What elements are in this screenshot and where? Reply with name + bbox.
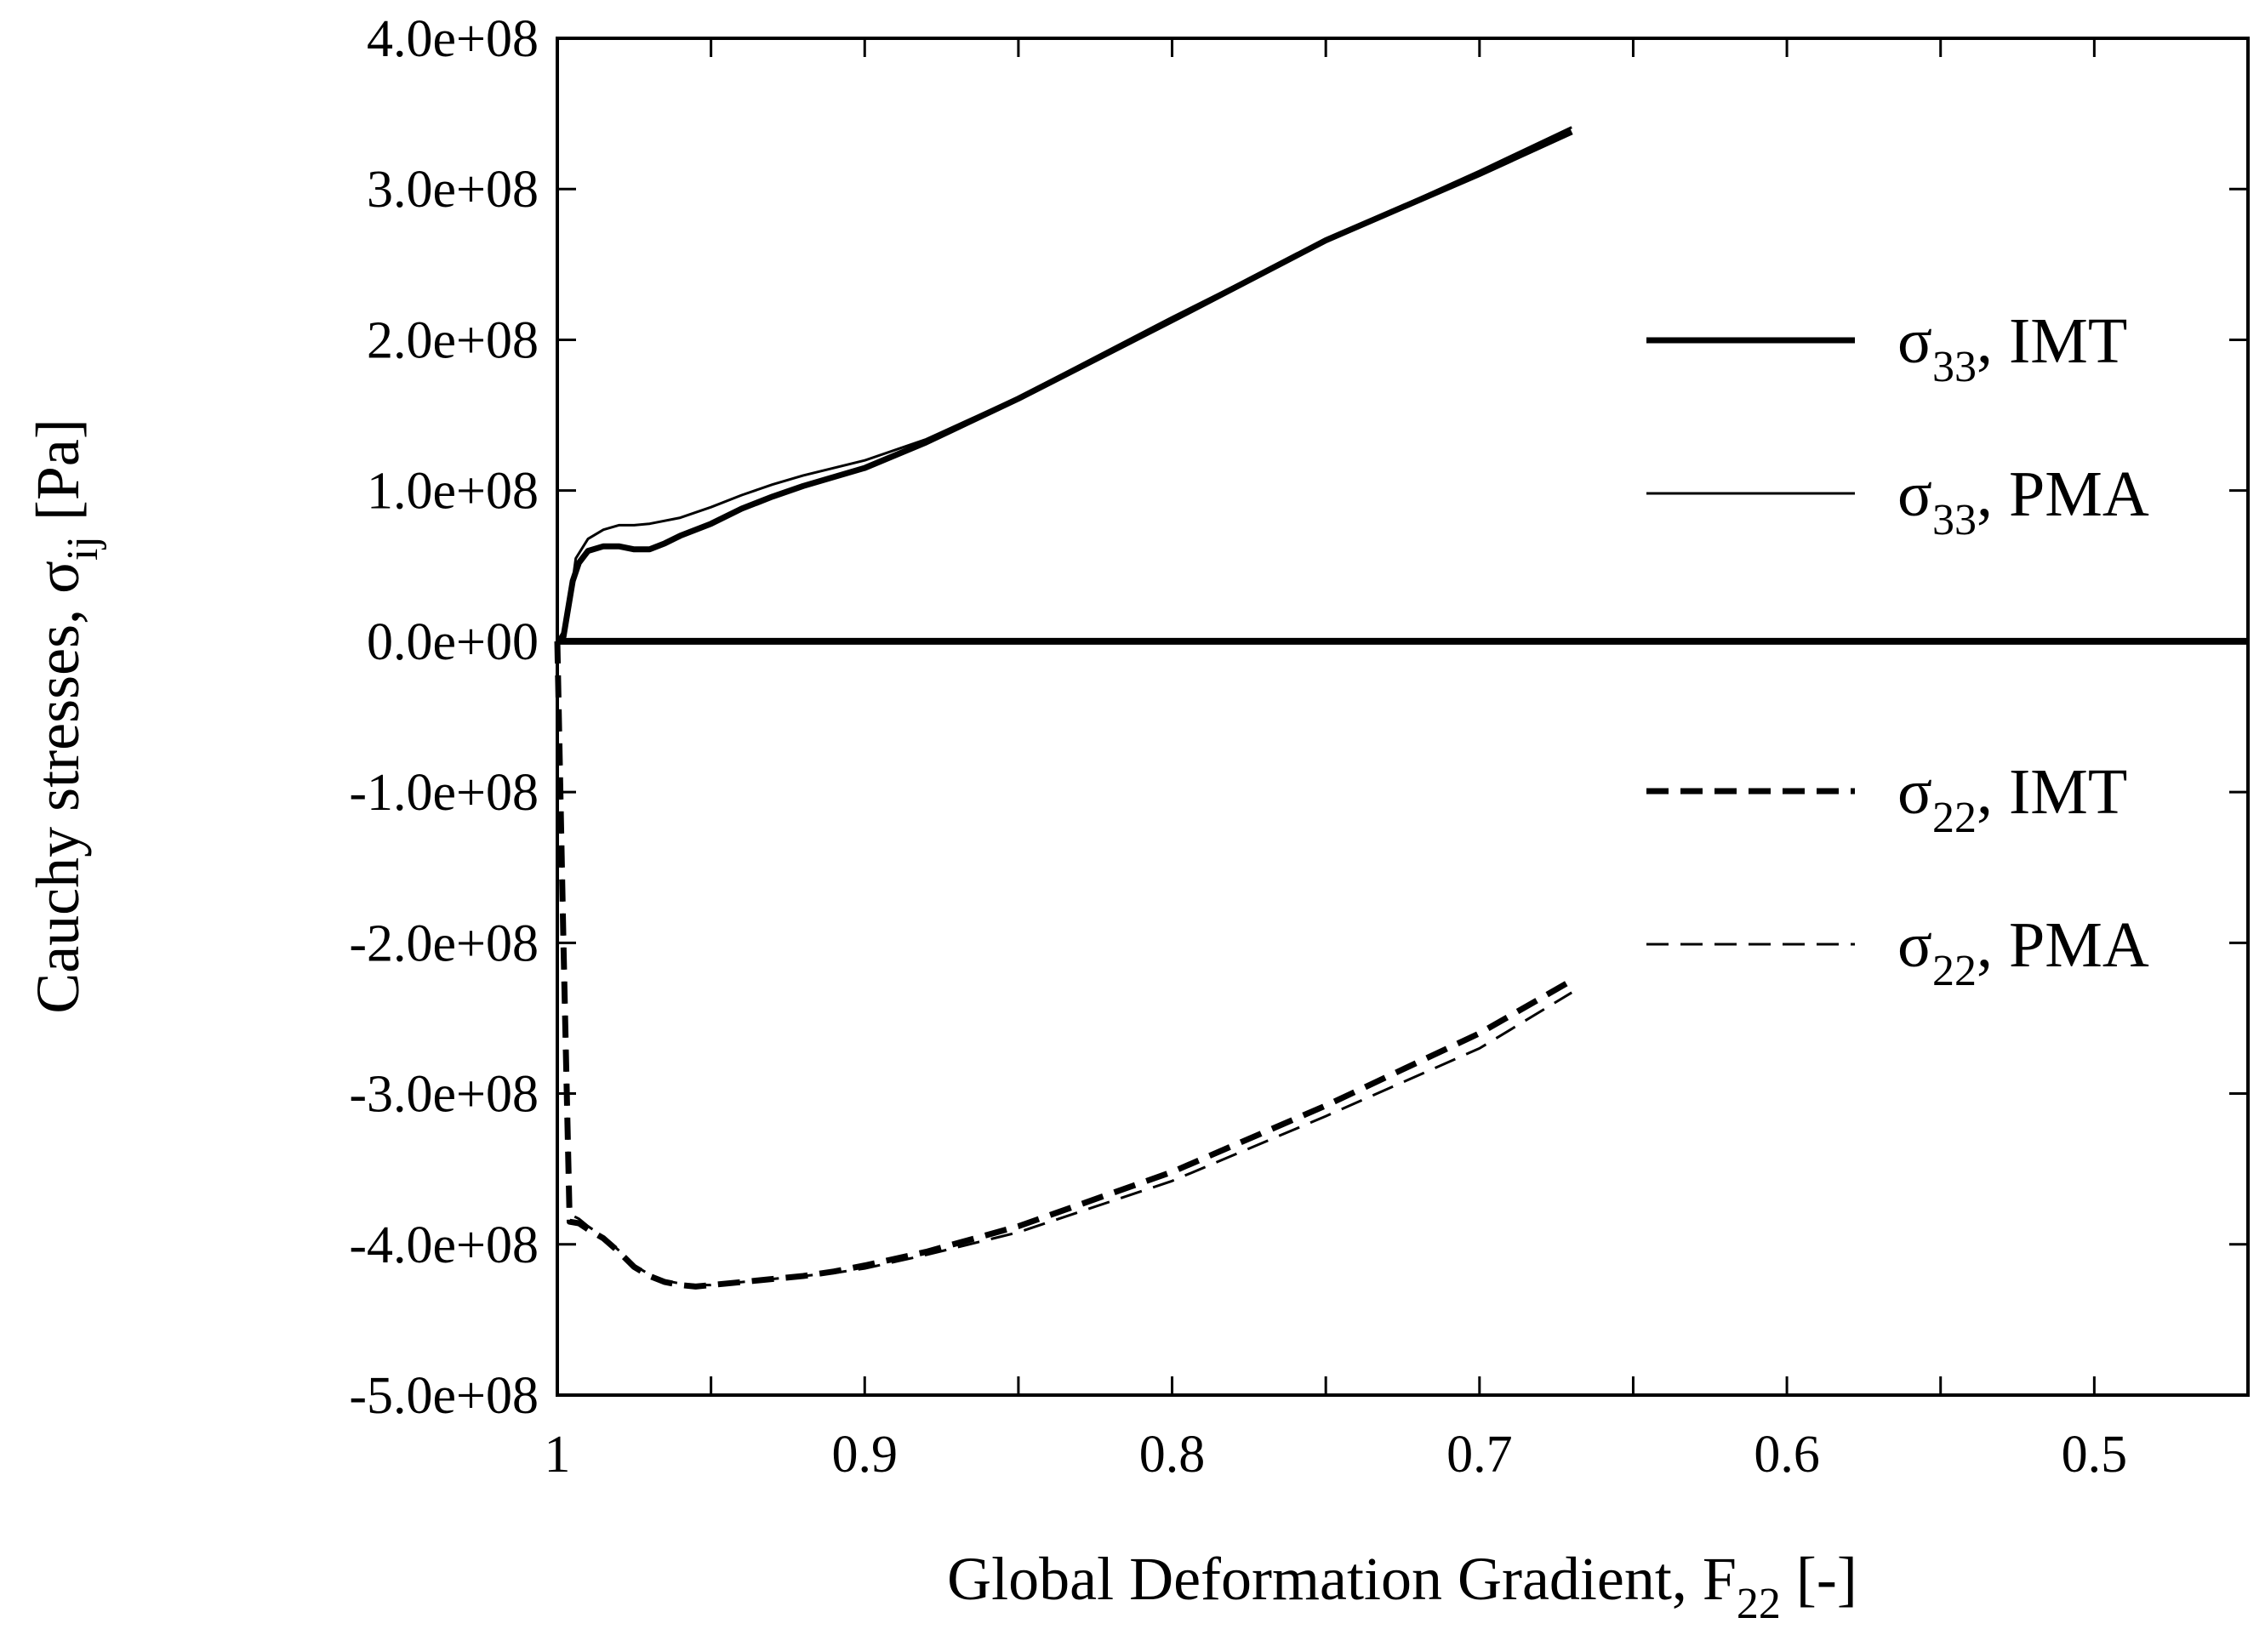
x-tick-label: 0.8	[1139, 1426, 1206, 1484]
legend-label-main: σ	[1897, 305, 1932, 377]
x-axis: 1 0.9 0.8 0.7 0.6 0.5	[545, 38, 2250, 1484]
legend-label: σ22, PMA	[1897, 909, 2149, 995]
series-line	[556, 126, 1572, 642]
y-axis: 4.0e+08 3.0e+08 2.0e+08 1.0e+08 0.0e+00 -1.0e…	[349, 10, 2248, 1425]
series-line	[555, 128, 1573, 644]
legend-label-suffix: , IMT	[1977, 305, 2127, 377]
x-tick-label: 0.5	[2062, 1426, 2128, 1484]
legend-label-subscript: 22	[1932, 947, 1977, 995]
y-tick-label: 3.0e+08	[367, 161, 539, 219]
series-layer	[554, 126, 1573, 1290]
y-axis-title: Cauchy stresses, σij [Pa]	[24, 419, 107, 1014]
x-axis-title: Global Deformation Gradient, F22 [-]	[947, 1545, 1857, 1628]
y-tick-label: 4.0e+08	[367, 10, 539, 68]
legend-label-main: σ	[1897, 909, 1932, 981]
x-axis-title-suffix: [-]	[1781, 1545, 1857, 1613]
y-axis-title-main: Cauchy stresses, σ	[24, 561, 92, 1014]
legend-label-subscript: 33	[1932, 496, 1977, 544]
x-tick-label: 0.9	[832, 1426, 899, 1484]
y-tick-label: -4.0e+08	[349, 1216, 539, 1274]
x-tick-label: 0.7	[1446, 1426, 1513, 1484]
y-axis-title-subscript: ij	[59, 536, 107, 561]
x-axis-title-subscript: 22	[1737, 1580, 1781, 1628]
legend-label-subscript: 22	[1932, 794, 1977, 842]
y-tick-label: -5.0e+08	[349, 1367, 539, 1425]
y-tick-label: 1.0e+08	[367, 463, 539, 521]
legend-label-subscript: 33	[1932, 343, 1977, 391]
legend-label: σ22, IMT	[1897, 756, 2127, 842]
y-tick-label: -1.0e+08	[349, 764, 539, 822]
legend-label-main: σ	[1897, 459, 1932, 530]
y-tick-label: 2.0e+08	[367, 311, 539, 369]
legend-label-main: σ	[1897, 756, 1932, 828]
x-axis-title-main: Global Deformation Gradient, F	[947, 1545, 1737, 1613]
legend-label-suffix: , PMA	[1977, 459, 2149, 530]
y-tick-label: -3.0e+08	[349, 1066, 539, 1124]
y-axis-title-suffix: [Pa]	[24, 419, 92, 536]
x-tick-label: 1	[545, 1426, 571, 1484]
plot-frame	[556, 37, 2250, 1397]
x-tick-label: 0.6	[1754, 1426, 1820, 1484]
legend-label: σ33, PMA	[1897, 459, 2149, 544]
series-line	[554, 641, 1573, 1290]
legend-label-suffix: , PMA	[1977, 909, 2149, 981]
y-tick-label: -2.0e+08	[349, 914, 539, 972]
legend-label: σ33, IMT	[1897, 305, 2127, 391]
series-line	[556, 641, 1572, 1287]
legend-label-suffix: , IMT	[1977, 756, 2127, 828]
y-tick-label: 0.0e+00	[367, 613, 539, 671]
